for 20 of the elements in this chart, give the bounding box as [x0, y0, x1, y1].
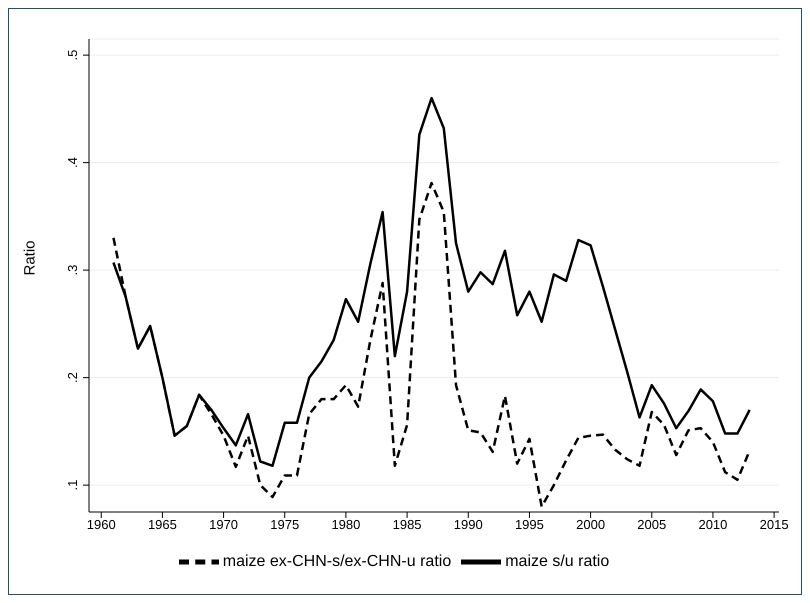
x-tick-label: 1980: [331, 517, 360, 532]
y-tick-label: .4: [65, 157, 80, 168]
x-tick-label: 1970: [209, 517, 238, 532]
x-tick-label: 2005: [637, 517, 666, 532]
y-tick-label: .2: [65, 372, 80, 384]
y-tick-label: .5: [65, 50, 80, 61]
y-tick-label: .3: [65, 264, 80, 276]
x-tick-label: 2010: [698, 517, 728, 532]
x-tick-label: 1990: [454, 517, 483, 532]
x-tick-label: 1975: [270, 517, 300, 532]
legend-label: maize s/u ratio: [505, 553, 610, 570]
x-tick-label: 1985: [392, 517, 422, 532]
y-tick-label: .1: [65, 480, 80, 491]
y-axis-title: Ratio: [21, 240, 38, 276]
x-tick-label: 1995: [514, 517, 544, 532]
x-tick-label: 2000: [576, 517, 606, 532]
x-tick-label: 2015: [760, 517, 789, 532]
x-tick-label: 1960: [86, 517, 116, 532]
x-tick-label: 1965: [148, 517, 177, 532]
legend-label: maize ex-CHN-s/ex-CHN-u ratio: [222, 553, 452, 570]
